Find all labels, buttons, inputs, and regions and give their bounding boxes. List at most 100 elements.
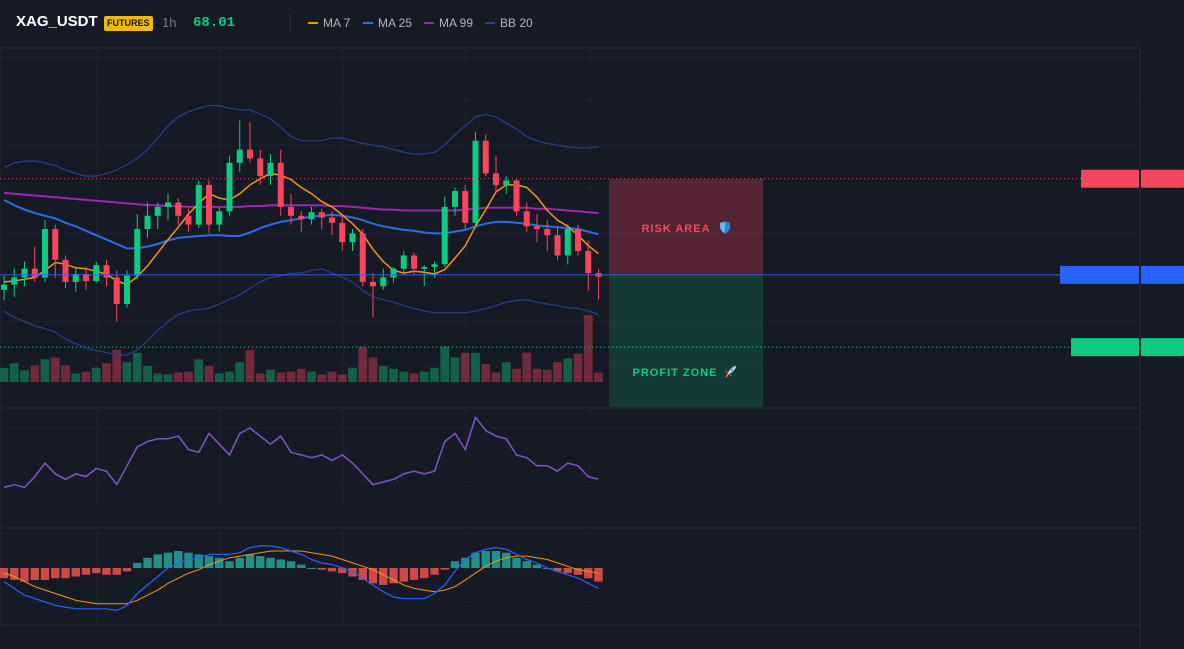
bb-lower-line	[3, 268, 599, 356]
candle-body	[421, 266, 428, 269]
macd-histogram-bar	[307, 568, 316, 569]
volume-bar	[0, 367, 9, 382]
futures-badge: FUTURES	[104, 16, 153, 31]
macd-histogram-bar	[174, 551, 183, 568]
macd-histogram-bar	[502, 552, 511, 568]
legend-bb20-label: BB 20	[500, 16, 533, 30]
volume-bar	[307, 371, 316, 382]
candle-body	[380, 277, 387, 287]
macd-histogram-bar	[133, 562, 142, 568]
macd-signal-line	[3, 550, 599, 605]
ma99-line	[3, 191, 599, 215]
macd-histogram-bar	[184, 552, 193, 568]
candle-body	[124, 275, 130, 304]
risk-area-box	[609, 179, 763, 275]
candle-body	[206, 184, 212, 225]
legend-bb20[interactable]: BB 20	[485, 16, 533, 30]
candle-body	[585, 251, 592, 274]
axis-labels	[1060, 169, 1184, 357]
candle-body	[277, 162, 284, 207]
macd-histogram-bar	[327, 568, 337, 572]
macd-histogram-bar	[153, 554, 162, 568]
candle-body	[400, 255, 407, 269]
macd-histogram-bar	[450, 561, 460, 568]
volume-bar	[40, 359, 50, 382]
candle-body	[564, 228, 571, 256]
macd-histogram-bar	[81, 568, 91, 575]
grid-layer	[0, 47, 1141, 649]
candle-body	[534, 226, 540, 229]
shield-icon	[720, 221, 730, 234]
candle-body	[154, 206, 161, 216]
volume-bar	[337, 374, 347, 382]
volume-bar	[317, 374, 327, 382]
ma25-swatch	[363, 21, 373, 24]
volume-bar	[440, 346, 450, 382]
volume-bar	[481, 364, 491, 382]
macd-histogram-bar	[143, 557, 152, 568]
volume-bar	[173, 372, 183, 382]
legend-ma7[interactable]: MA 7	[308, 16, 350, 30]
candle-body	[62, 259, 69, 282]
candle-body	[185, 215, 192, 225]
volume-bar	[102, 363, 111, 382]
trade-overlay: RISK AREA PROFIT ZONE	[609, 179, 763, 407]
volume-bar	[122, 362, 132, 382]
macd-histogram-bar	[245, 554, 255, 568]
candle-body	[544, 228, 551, 236]
legend-ma99-label: MA 99	[439, 16, 474, 30]
candle-body	[390, 268, 397, 278]
macd-histogram-bar	[51, 568, 60, 579]
entry-label-box	[1060, 265, 1139, 284]
volume-bar	[245, 349, 255, 382]
volume-bar	[255, 373, 265, 382]
volume-bar	[112, 349, 122, 382]
macd-histogram-bar	[112, 568, 121, 575]
volume-bar	[143, 365, 152, 382]
macd-histogram-bar	[20, 568, 29, 582]
candle-body	[216, 211, 223, 225]
legend-ma7-label: MA 7	[323, 16, 351, 30]
macd-histogram-bar	[584, 568, 593, 579]
candle-body	[72, 273, 79, 282]
macd-histogram-bar	[389, 568, 398, 584]
entry-price-tag-box	[1141, 265, 1184, 284]
candle-body	[83, 273, 89, 282]
macd-histogram-bar	[286, 561, 296, 568]
macd-histogram-bar	[266, 557, 275, 568]
macd-histogram-bar	[461, 557, 470, 568]
macd-histogram-bar	[10, 568, 19, 580]
volume-bar	[81, 371, 91, 382]
candle-body	[523, 211, 530, 227]
volume-bar	[50, 357, 60, 382]
symbol-title[interactable]: XAG_USDT	[16, 13, 98, 30]
volume-bar	[296, 368, 306, 382]
volume-bar	[30, 365, 40, 382]
candle-body	[462, 191, 469, 223]
interval-label[interactable]: 1h	[162, 15, 177, 30]
legend-ma99[interactable]: MA 99	[424, 16, 473, 30]
macd-histogram-bar	[420, 568, 429, 579]
volume-bar	[163, 374, 173, 382]
sl-price-tag-box	[1141, 169, 1184, 188]
tp-label-box	[1071, 338, 1139, 357]
candle-body	[359, 233, 366, 282]
legend-ma25-label: MA 25	[378, 16, 413, 30]
candle-body	[42, 228, 48, 278]
macd-histogram-bar	[338, 568, 347, 574]
macd-histogram-bar	[563, 568, 572, 574]
rsi-panel	[0, 416, 1140, 489]
volume-bar	[378, 365, 388, 382]
candle-body	[503, 180, 510, 185]
candle-body	[554, 235, 561, 256]
macd-histogram-bar	[512, 557, 521, 568]
legend-ma25[interactable]: MA 25	[363, 16, 412, 30]
macd-histogram-bar	[30, 568, 39, 580]
volume-bar	[358, 346, 368, 382]
volume-bar	[225, 371, 234, 382]
volume-bar	[194, 359, 204, 382]
trade-levels	[0, 178, 1140, 348]
macd-histogram-bar	[522, 561, 531, 568]
macd-histogram-bar	[92, 568, 101, 574]
